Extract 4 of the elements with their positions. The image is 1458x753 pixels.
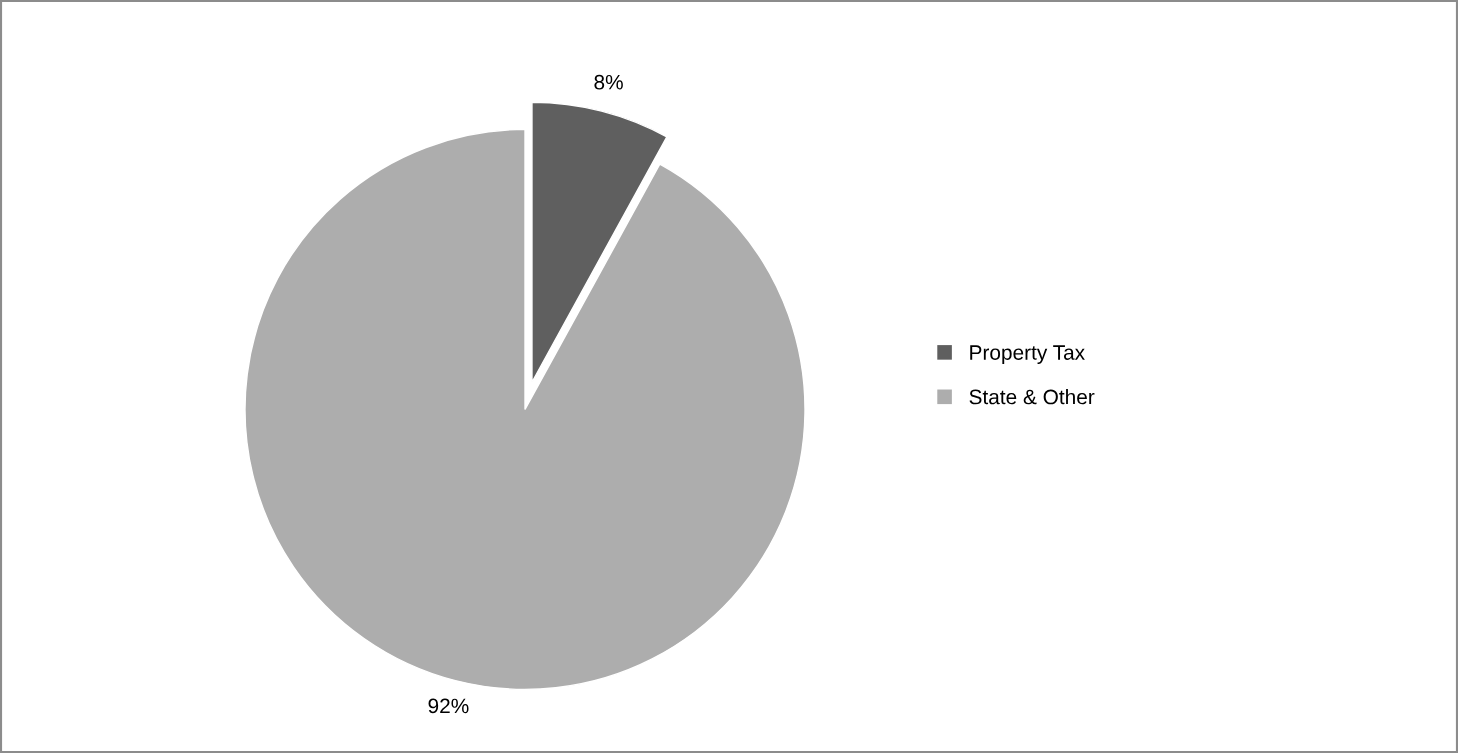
legend-label: Property Tax bbox=[970, 345, 1085, 364]
data-label: 92% bbox=[428, 698, 469, 714]
legend-label: State & Other bbox=[969, 389, 1095, 405]
data-label: 8% bbox=[594, 74, 623, 90]
